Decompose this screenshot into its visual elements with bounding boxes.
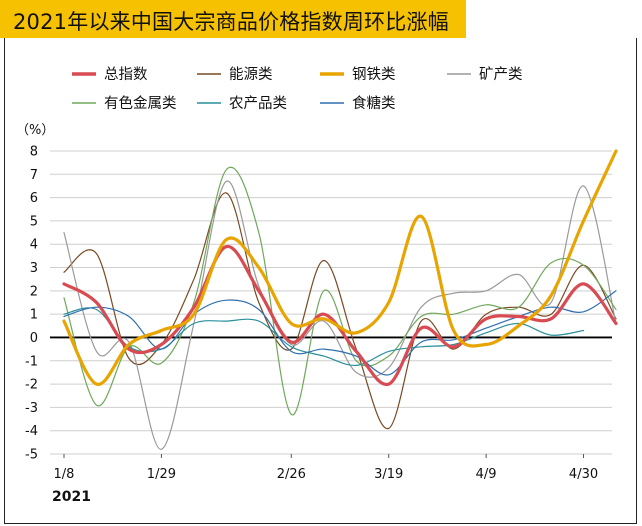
y-tick-label: 7 <box>30 168 38 183</box>
legend-label: 能源类 <box>229 66 273 83</box>
title-highlight <box>0 0 466 38</box>
year-label: 2021 <box>52 489 91 505</box>
y-tick-label: -4 <box>25 424 38 439</box>
y-tick-label: 2 <box>30 284 38 299</box>
series-line-3 <box>63 180 617 450</box>
y-tick-label: 6 <box>30 191 38 206</box>
y-tick-label: -1 <box>25 354 38 369</box>
legend-label: 钢铁类 <box>352 66 396 83</box>
y-tick-label: -2 <box>25 378 38 393</box>
y-tick-label: 5 <box>30 214 38 229</box>
x-tick-label: 3/19 <box>374 467 403 482</box>
y-tick-label: 1 <box>30 308 38 323</box>
chart-title: 2021年以来中国大宗商品价格指数周环比涨幅 <box>13 10 449 34</box>
series-line-5 <box>63 307 585 367</box>
y-tick-label: -5 <box>25 448 38 463</box>
y-tick-label: 3 <box>30 261 38 276</box>
x-tick-label: 4/30 <box>569 467 598 482</box>
series-line-2 <box>62 149 618 386</box>
legend-label: 总指数 <box>104 66 148 83</box>
title-bar: 2021年以来中国大宗商品价格指数周环比涨幅 <box>0 0 642 38</box>
legend-label: 农产品类 <box>229 95 287 112</box>
x-tick-label: 4/9 <box>476 467 497 482</box>
gridlines <box>50 150 612 455</box>
axes: -5 -4 -3 -2 -1 0 1 2 3 4 5 6 7 8 1/8 1/29 2/26 3/19 4/9 4/3… <box>25 145 612 482</box>
x-tick-label: 2/26 <box>277 467 306 482</box>
y-axis-label: （%） <box>16 123 54 138</box>
y-tick-label: 4 <box>30 238 38 253</box>
series-line-1 <box>63 192 617 430</box>
series-lines <box>62 149 618 450</box>
x-tick-label: 1/8 <box>54 467 75 482</box>
legend-label: 食糖类 <box>352 95 396 112</box>
series-line-4 <box>63 166 617 416</box>
y-tick-label: 8 <box>30 145 38 160</box>
y-tick-label: -3 <box>25 401 38 416</box>
chart-frame <box>4 38 637 524</box>
x-tick-label: 1/29 <box>147 467 176 482</box>
legend-label: 有色金属类 <box>104 95 177 112</box>
legend-label: 矿产类 <box>479 66 523 83</box>
y-tick-label: 0 <box>30 331 38 346</box>
